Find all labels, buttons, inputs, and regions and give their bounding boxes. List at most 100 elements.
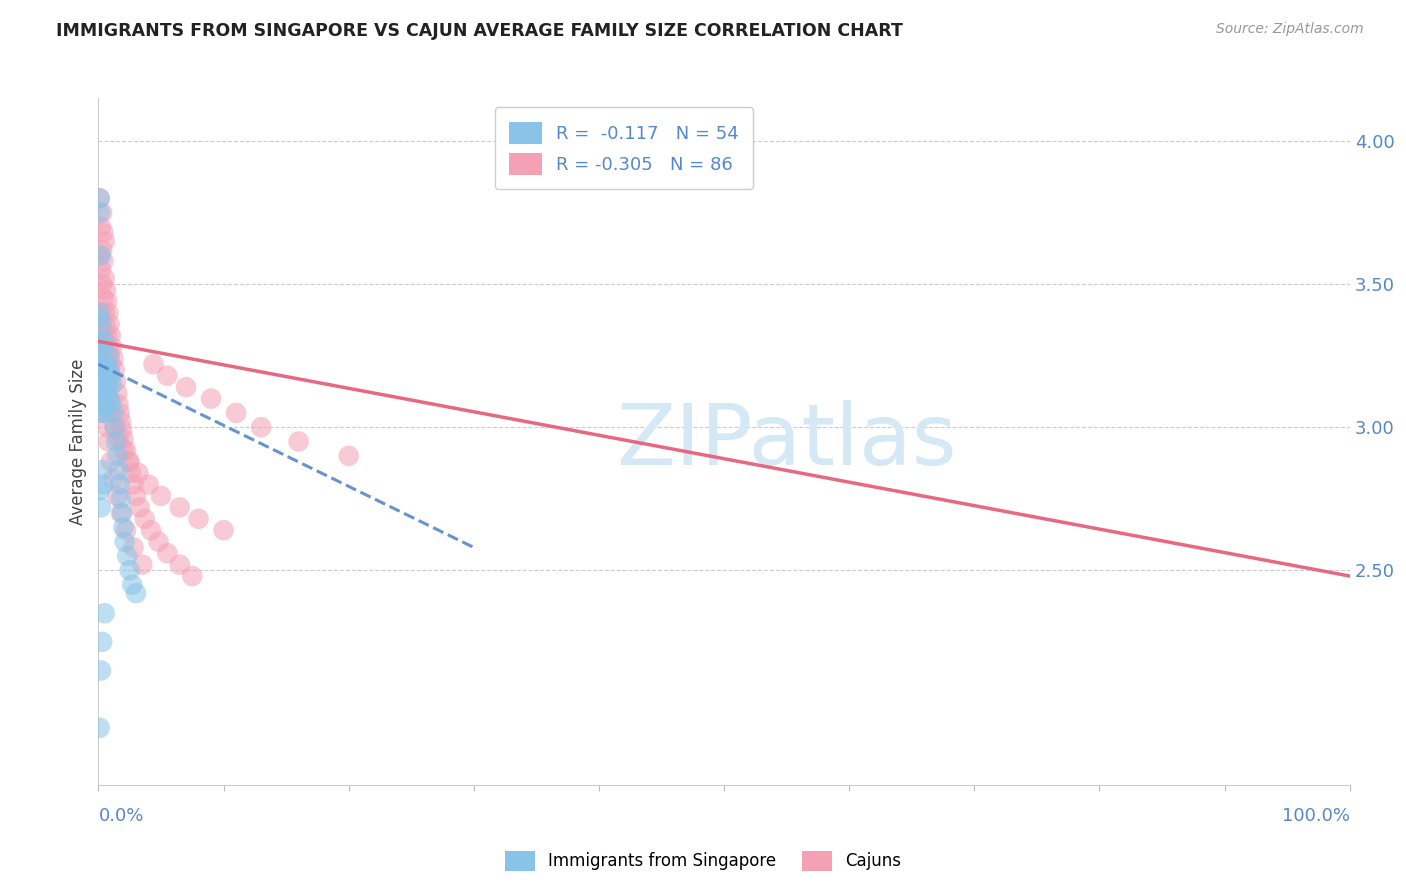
Point (89, 349, 111, 363)
Point (90, 377, 112, 392)
Point (93, 271, 115, 285)
Point (100, 357, 122, 371)
Point (93, 234, 115, 248)
Point (89, 191, 111, 205)
Point (97, 340, 120, 354)
Point (110, 415, 132, 429)
Point (108, 406, 131, 420)
Point (91, 277, 114, 292)
Point (156, 546, 179, 560)
Point (121, 577, 143, 591)
Point (125, 586, 148, 600)
Point (187, 512, 209, 526)
Text: IMMIGRANTS FROM SINGAPORE VS CAJUN AVERAGE FAMILY SIZE CORRELATION CHART: IMMIGRANTS FROM SINGAPORE VS CAJUN AVERA… (56, 22, 903, 40)
Point (89, 334, 111, 349)
Point (118, 563, 141, 577)
Point (115, 549, 138, 563)
Point (93, 254, 115, 268)
Point (181, 569, 204, 583)
Point (94, 368, 117, 383)
Point (93, 334, 115, 349)
Point (174, 380, 197, 394)
Point (89, 306, 111, 320)
Point (93, 334, 115, 349)
Point (89, 392, 111, 406)
Point (91, 463, 114, 477)
Legend: Immigrants from Singapore, Cajuns: Immigrants from Singapore, Cajuns (496, 842, 910, 880)
Point (100, 406, 122, 420)
Point (93, 306, 115, 320)
Point (96, 385, 118, 400)
Point (112, 443, 135, 458)
Point (105, 449, 128, 463)
Point (94, 397, 117, 411)
Point (139, 523, 162, 537)
Point (156, 368, 179, 383)
Point (250, 420, 273, 434)
Point (110, 491, 132, 506)
Point (138, 477, 160, 491)
Text: Source: ZipAtlas.com: Source: ZipAtlas.com (1216, 22, 1364, 37)
Point (148, 534, 170, 549)
Point (91, 340, 114, 354)
Point (97, 392, 120, 406)
Point (93, 349, 115, 363)
Point (100, 397, 122, 411)
Point (101, 377, 124, 392)
Point (91, 397, 114, 411)
Point (91, 368, 114, 383)
Point (96, 420, 118, 434)
Point (98, 392, 121, 406)
Point (169, 500, 191, 515)
Point (107, 463, 129, 477)
Point (104, 434, 127, 449)
Point (105, 489, 128, 503)
Point (98, 349, 121, 363)
Text: ZIPatlas: ZIPatlas (616, 400, 957, 483)
Point (103, 472, 125, 486)
Point (93, 292, 115, 306)
Point (122, 541, 145, 555)
Point (94, 363, 117, 377)
Point (200, 392, 222, 406)
Point (100, 368, 122, 383)
Point (131, 558, 153, 572)
Point (117, 454, 139, 468)
Point (111, 506, 134, 520)
Point (94, 320, 117, 334)
Point (89, 191, 111, 205)
Point (89, 248, 111, 262)
Point (114, 534, 136, 549)
Point (93, 385, 115, 400)
Point (89, 205, 111, 219)
Point (115, 443, 138, 458)
Point (287, 434, 309, 449)
Point (96, 294, 118, 309)
Point (96, 357, 118, 371)
Point (93, 392, 115, 406)
Point (91, 205, 114, 219)
Point (93, 607, 115, 621)
Point (100, 328, 122, 343)
Point (142, 357, 165, 371)
Point (91, 363, 114, 377)
Point (89, 483, 111, 498)
Point (91, 635, 114, 649)
Point (97, 434, 120, 449)
Point (212, 523, 235, 537)
Point (90, 219, 112, 234)
Point (93, 226, 115, 240)
Point (96, 328, 118, 343)
Point (107, 432, 129, 446)
Point (96, 377, 118, 392)
Point (100, 454, 122, 468)
Point (150, 489, 173, 503)
Point (105, 385, 128, 400)
Point (97, 377, 120, 392)
Point (90, 500, 112, 515)
Point (122, 477, 145, 491)
Text: 100.0%: 100.0% (1282, 807, 1350, 825)
Point (107, 397, 129, 411)
Point (118, 454, 141, 468)
Point (127, 466, 149, 480)
